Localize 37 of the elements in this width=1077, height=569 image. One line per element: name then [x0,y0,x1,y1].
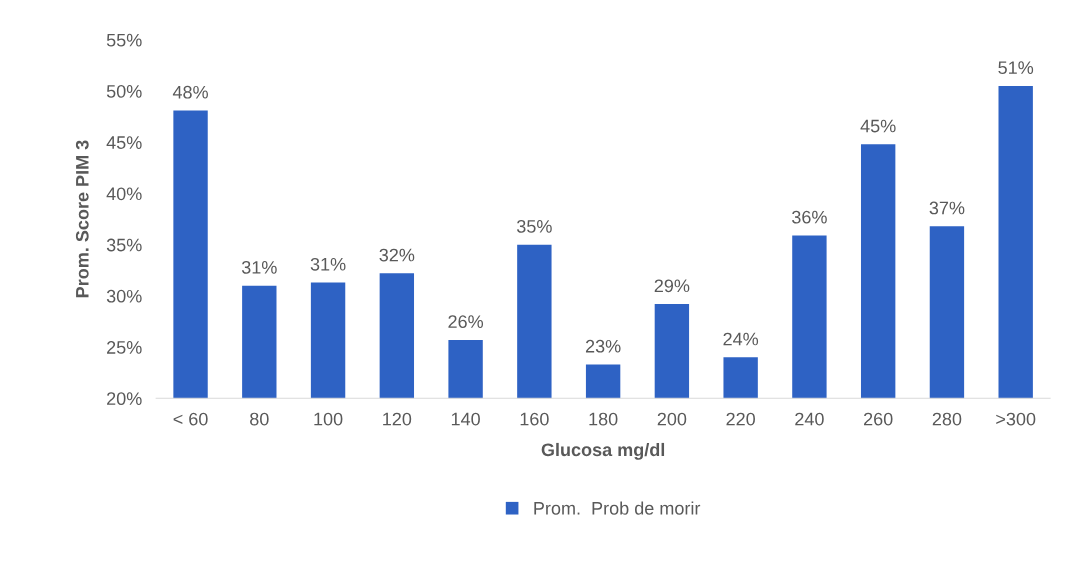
y-tick-label: 35% [106,238,142,252]
data-label: 24% [723,332,759,346]
y-tick-label: 45% [106,136,142,149]
y-tick-label: 30% [106,289,142,303]
data-label: 48% [172,85,208,99]
x-tick-label: 140 [451,412,480,426]
y-tick-label: 20% [107,392,142,406]
data-label: 35% [516,219,552,233]
data-label: 51% [998,61,1034,75]
data-label: 26% [448,315,484,329]
y-tick-label: 50% [106,84,142,98]
x-tick-label: 160 [520,412,549,426]
legend-label: Prom. Prob de morir [534,501,701,515]
x-axis-title: Glucosa mg/dl [541,442,665,460]
data-label: 31% [241,260,277,274]
x-tick-label: 280 [932,412,962,426]
x-tick-label: 220 [726,412,755,426]
y-tick-label: 55% [106,33,142,47]
data-label: 31% [310,257,346,271]
x-tick-label: >300 [996,412,1036,426]
y-tick-label: 40% [106,187,142,201]
y-tick-label: 25% [107,341,142,354]
data-label: 23% [585,339,621,353]
x-tick-label: 240 [795,412,824,426]
x-tick-label: 80 [250,412,269,426]
x-tick-label: 120 [383,412,412,426]
x-tick-label: < 60 [173,412,208,426]
data-label: 29% [654,279,690,293]
y-axis-title: Prom. Score PIM 3 [75,140,89,298]
data-label: 32% [379,248,415,262]
x-tick-label: 200 [657,412,687,426]
data-label: 45% [860,119,896,133]
data-label: 37% [929,201,965,215]
data-label: 36% [792,210,827,224]
x-tick-label: 260 [864,412,893,426]
x-tick-label: 180 [589,412,618,426]
x-tick-label: 100 [314,412,343,426]
